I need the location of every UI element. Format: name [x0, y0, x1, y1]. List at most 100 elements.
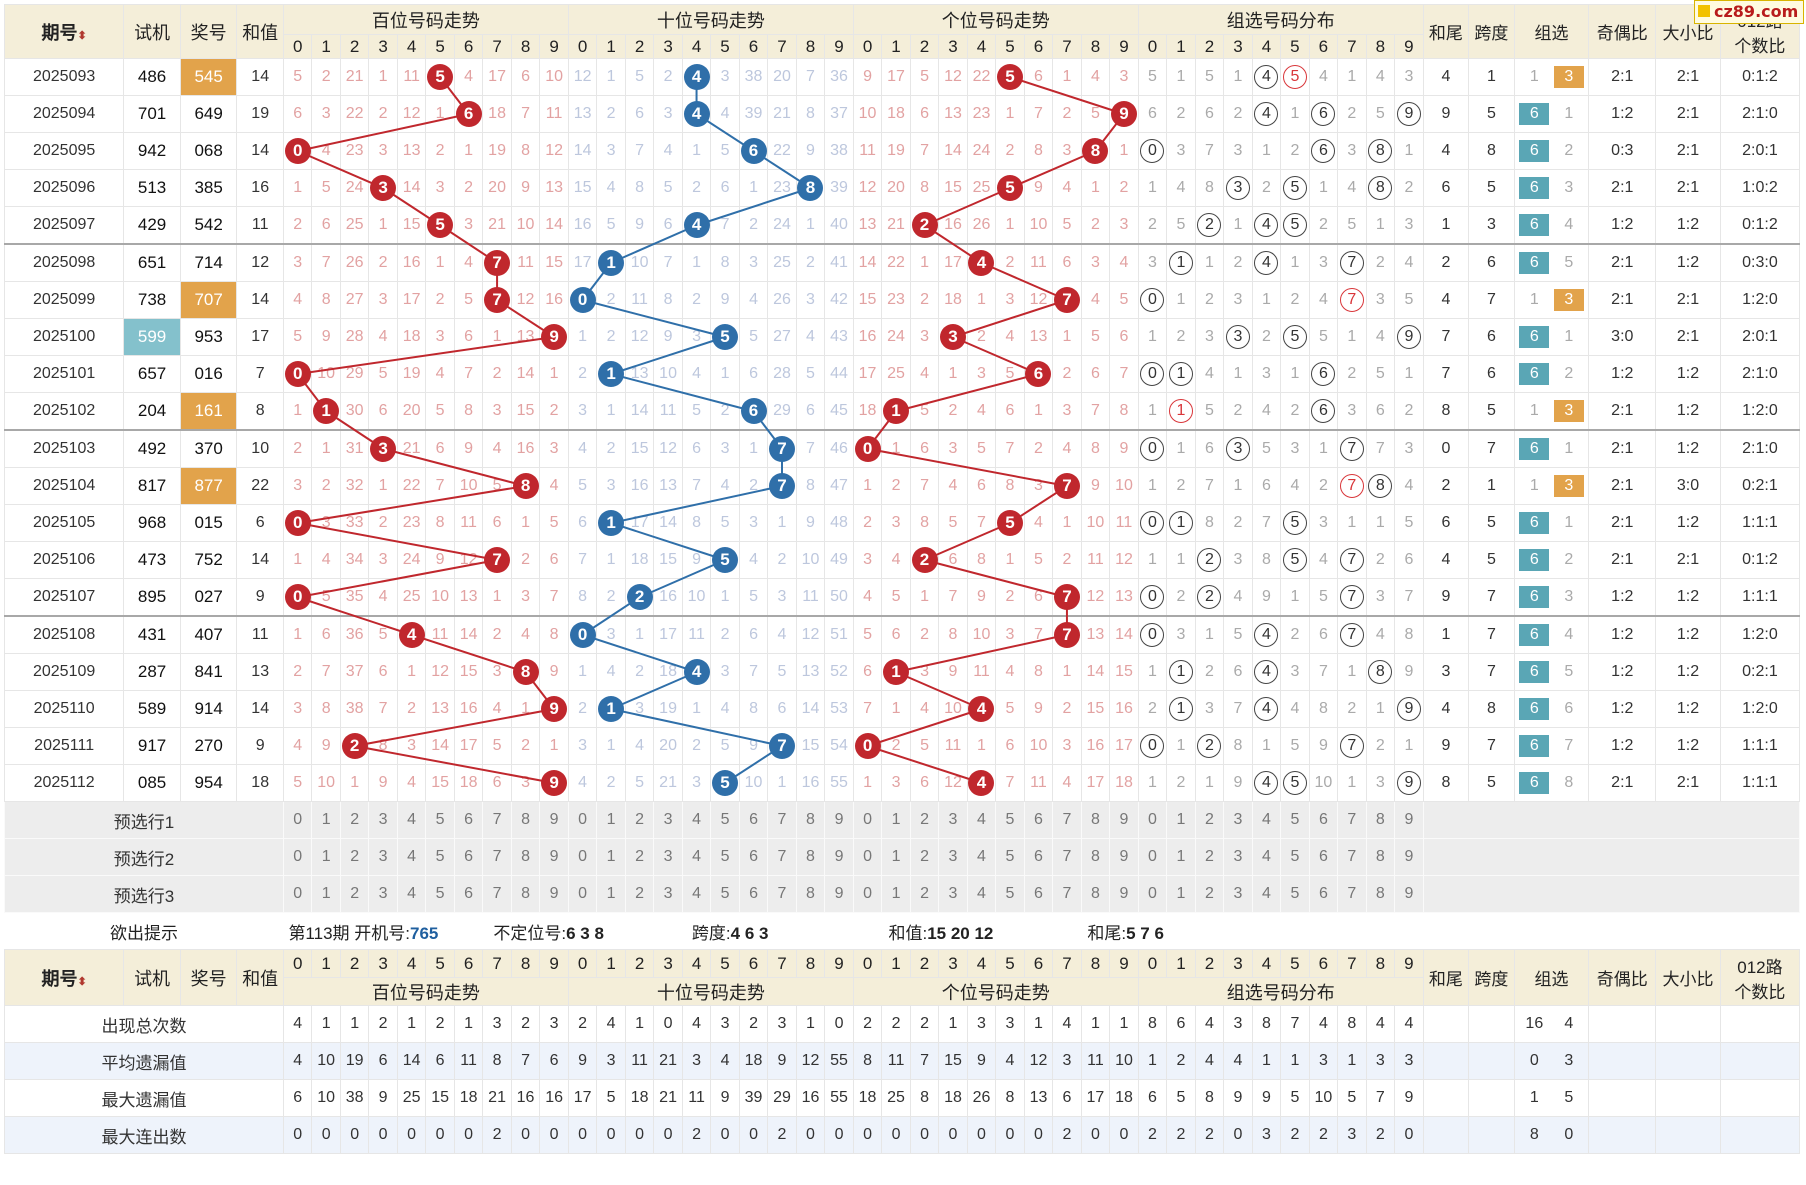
pick-digit[interactable]: 3: [368, 801, 398, 839]
pick-digit[interactable]: 8: [1080, 875, 1111, 913]
pick-digit[interactable]: 0: [852, 801, 883, 839]
pick-digit[interactable]: 6: [453, 838, 484, 876]
pick-digit[interactable]: 3: [938, 838, 968, 876]
pick-digit[interactable]: 4: [396, 838, 427, 876]
pick-digit[interactable]: 9: [539, 838, 569, 876]
pick-digit[interactable]: 4: [966, 801, 997, 839]
pick-digit[interactable]: 3: [653, 875, 683, 913]
pick-digit[interactable]: 2: [624, 801, 655, 839]
pick-digit[interactable]: 2: [624, 875, 655, 913]
pick-digit[interactable]: 2: [339, 801, 370, 839]
pick-digit[interactable]: 9: [539, 875, 569, 913]
pick-digit[interactable]: 6: [1308, 875, 1339, 913]
pick-digit[interactable]: 3: [1223, 838, 1253, 876]
pick-digit[interactable]: 4: [396, 801, 427, 839]
pick-digit[interactable]: 8: [1080, 838, 1111, 876]
pick-digit[interactable]: 0: [282, 838, 313, 876]
pick-digit[interactable]: 1: [1166, 875, 1196, 913]
pick-digit[interactable]: 3: [938, 875, 968, 913]
pick-digit[interactable]: 0: [852, 838, 883, 876]
pick-digit[interactable]: 3: [1223, 801, 1253, 839]
pick-digit[interactable]: 4: [396, 875, 427, 913]
pick-digit[interactable]: 6: [453, 801, 484, 839]
pick-digit[interactable]: 3: [653, 801, 683, 839]
pick-digit[interactable]: 0: [1137, 801, 1168, 839]
pick-digit[interactable]: 2: [909, 838, 940, 876]
pick-digit[interactable]: 2: [909, 801, 940, 839]
pick-digit[interactable]: 9: [1109, 801, 1139, 839]
pick-digit[interactable]: 5: [425, 801, 455, 839]
pick-digit[interactable]: 5: [425, 875, 455, 913]
pick-digit[interactable]: 0: [567, 875, 598, 913]
pick-digit[interactable]: 8: [795, 875, 826, 913]
pick-digit[interactable]: 1: [881, 838, 911, 876]
pick-digit[interactable]: 0: [852, 875, 883, 913]
pick-digit[interactable]: 9: [824, 838, 854, 876]
pick-digit[interactable]: 4: [681, 838, 712, 876]
pick-digit[interactable]: 0: [282, 801, 313, 839]
pick-digit[interactable]: 1: [1166, 801, 1196, 839]
pick-digit[interactable]: 0: [567, 838, 598, 876]
pick-digit[interactable]: 4: [681, 801, 712, 839]
pick-digit[interactable]: 7: [1337, 801, 1367, 839]
pick-digit[interactable]: 1: [596, 838, 626, 876]
pick-digit[interactable]: 8: [795, 801, 826, 839]
pick-digit[interactable]: 1: [1166, 838, 1196, 876]
pick-digit[interactable]: 9: [1109, 875, 1139, 913]
pick-digit[interactable]: 9: [824, 801, 854, 839]
pick-digit[interactable]: 1: [596, 875, 626, 913]
pick-digit[interactable]: 4: [1251, 838, 1282, 876]
issue-header[interactable]: 期号⬍: [3, 4, 125, 59]
pick-digit[interactable]: 8: [1365, 875, 1396, 913]
pick-digit[interactable]: 2: [1194, 838, 1225, 876]
pick-digit[interactable]: 7: [767, 875, 797, 913]
pick-digit[interactable]: 5: [995, 875, 1025, 913]
pick-digit[interactable]: 0: [1137, 875, 1168, 913]
pick-digit[interactable]: 3: [368, 875, 398, 913]
pick-digit[interactable]: 7: [1337, 875, 1367, 913]
pick-digit[interactable]: 4: [681, 875, 712, 913]
pick-digit[interactable]: 2: [339, 875, 370, 913]
pick-digit[interactable]: 2: [1194, 801, 1225, 839]
pick-digit[interactable]: 1: [881, 875, 911, 913]
pick-digit[interactable]: 0: [1137, 838, 1168, 876]
pick-digit[interactable]: 7: [1337, 838, 1367, 876]
pick-digit[interactable]: 6: [1023, 875, 1054, 913]
site-watermark[interactable]: cz89.com: [1694, 0, 1804, 24]
pick-digit[interactable]: 9: [824, 875, 854, 913]
pick-digit[interactable]: 5: [710, 838, 740, 876]
pick-digit[interactable]: 5: [1280, 801, 1310, 839]
pick-digit[interactable]: 8: [510, 875, 541, 913]
pick-digit[interactable]: 6: [738, 801, 769, 839]
pick-digit[interactable]: 2: [339, 838, 370, 876]
pick-digit[interactable]: 6: [1023, 838, 1054, 876]
pick-digit[interactable]: 1: [881, 801, 911, 839]
pick-digit[interactable]: 9: [539, 801, 569, 839]
pick-digit[interactable]: 9: [1394, 801, 1424, 839]
pick-digit[interactable]: 7: [482, 801, 512, 839]
footer-issue-header[interactable]: 期号⬍: [3, 949, 125, 1006]
pick-digit[interactable]: 6: [738, 875, 769, 913]
pick-digit[interactable]: 8: [1365, 801, 1396, 839]
pick-digit[interactable]: 7: [1052, 801, 1082, 839]
pick-digit[interactable]: 3: [1223, 875, 1253, 913]
pick-digit[interactable]: 6: [1308, 801, 1339, 839]
pick-digit[interactable]: 8: [1365, 838, 1396, 876]
pick-digit[interactable]: 7: [1052, 875, 1082, 913]
pick-digit[interactable]: 8: [510, 838, 541, 876]
pick-digit[interactable]: 6: [1308, 838, 1339, 876]
pick-digit[interactable]: 1: [311, 875, 341, 913]
pick-digit[interactable]: 5: [710, 801, 740, 839]
pick-digit[interactable]: 2: [1194, 875, 1225, 913]
pick-digit[interactable]: 9: [1394, 838, 1424, 876]
pick-digit[interactable]: 5: [710, 875, 740, 913]
pick-digit[interactable]: 9: [1394, 875, 1424, 913]
pick-digit[interactable]: 5: [995, 838, 1025, 876]
pick-digit[interactable]: 1: [311, 801, 341, 839]
pick-digit[interactable]: 2: [909, 875, 940, 913]
pick-digit[interactable]: 5: [1280, 875, 1310, 913]
pick-digit[interactable]: 8: [510, 801, 541, 839]
pick-digit[interactable]: 3: [368, 838, 398, 876]
pick-digit[interactable]: 7: [482, 875, 512, 913]
pick-digit[interactable]: 4: [966, 875, 997, 913]
